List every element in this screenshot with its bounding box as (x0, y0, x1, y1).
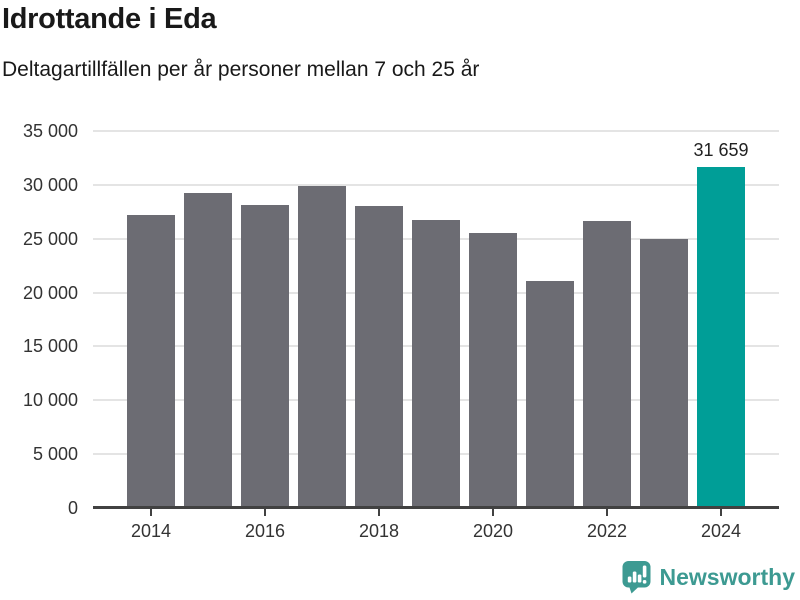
bar-2014 (127, 215, 175, 508)
newsworthy-speech-bubble-chart-icon (622, 561, 651, 594)
chart-subtitle: Deltagartillfällen per år personer mella… (2, 58, 480, 81)
x-axis-label-2014: 2014 (130, 521, 172, 541)
x-tick-2022 (606, 509, 608, 516)
bar-2017 (298, 185, 346, 508)
y-axis-label-5000: 5 000 (32, 444, 78, 465)
y-axis-label-30000: 30 000 (22, 174, 78, 195)
bar-2021 (526, 280, 574, 508)
bar-2024 (697, 167, 745, 508)
x-tick-2018 (378, 509, 380, 516)
brand-name: Newsworthy (659, 563, 795, 590)
bar-2016 (241, 205, 289, 508)
y-axis-label-10000: 10 000 (22, 390, 78, 411)
gridline-35000 (93, 130, 779, 132)
bar-value-label-2024: 31 659 (693, 139, 749, 160)
bar-2019 (412, 219, 460, 508)
gridline-30000 (93, 183, 779, 186)
x-tick-2016 (264, 509, 266, 516)
x-tick-2014 (150, 509, 152, 516)
newsworthy-logo: Newsworthy (621, 560, 795, 594)
bar-2020 (469, 232, 517, 508)
bar-2018 (355, 206, 403, 508)
x-axis-label-2020: 2020 (472, 521, 514, 541)
plot-area: 31 659 (93, 130, 779, 508)
y-axis-label-25000: 25 000 (22, 228, 78, 249)
chart-title: Idrottande i Eda (2, 3, 217, 35)
x-tick-2020 (492, 509, 494, 516)
x-axis-line (93, 506, 779, 509)
x-axis-label-2024: 2024 (700, 521, 742, 541)
bar-2022 (583, 220, 631, 508)
x-axis-label-2016: 2016 (244, 521, 286, 541)
bar-2023 (640, 238, 688, 508)
bar-2015 (184, 193, 232, 508)
y-axis-label-35000: 35 000 (22, 121, 78, 141)
x-axis-label-2018: 2018 (358, 521, 400, 541)
y-axis-label-20000: 20 000 (22, 282, 78, 303)
x-tick-2024 (720, 509, 722, 516)
x-axis-label-2022: 2022 (586, 521, 628, 541)
y-axis-label-0: 0 (67, 498, 78, 518)
y-axis-label-15000: 15 000 (22, 336, 78, 357)
